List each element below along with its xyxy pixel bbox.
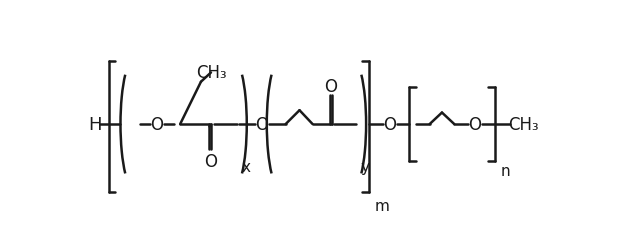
- Text: O: O: [255, 116, 268, 134]
- Text: CH₃: CH₃: [508, 116, 539, 134]
- Text: O: O: [150, 116, 164, 134]
- Text: m: m: [374, 198, 389, 213]
- Text: O: O: [468, 116, 481, 134]
- Text: O: O: [324, 77, 337, 95]
- Text: y: y: [360, 159, 369, 174]
- Text: H: H: [89, 116, 102, 134]
- Text: O: O: [204, 152, 217, 170]
- Text: O: O: [383, 116, 396, 134]
- Text: x: x: [241, 159, 250, 174]
- Text: CH₃: CH₃: [196, 64, 227, 82]
- Text: n: n: [501, 163, 511, 178]
